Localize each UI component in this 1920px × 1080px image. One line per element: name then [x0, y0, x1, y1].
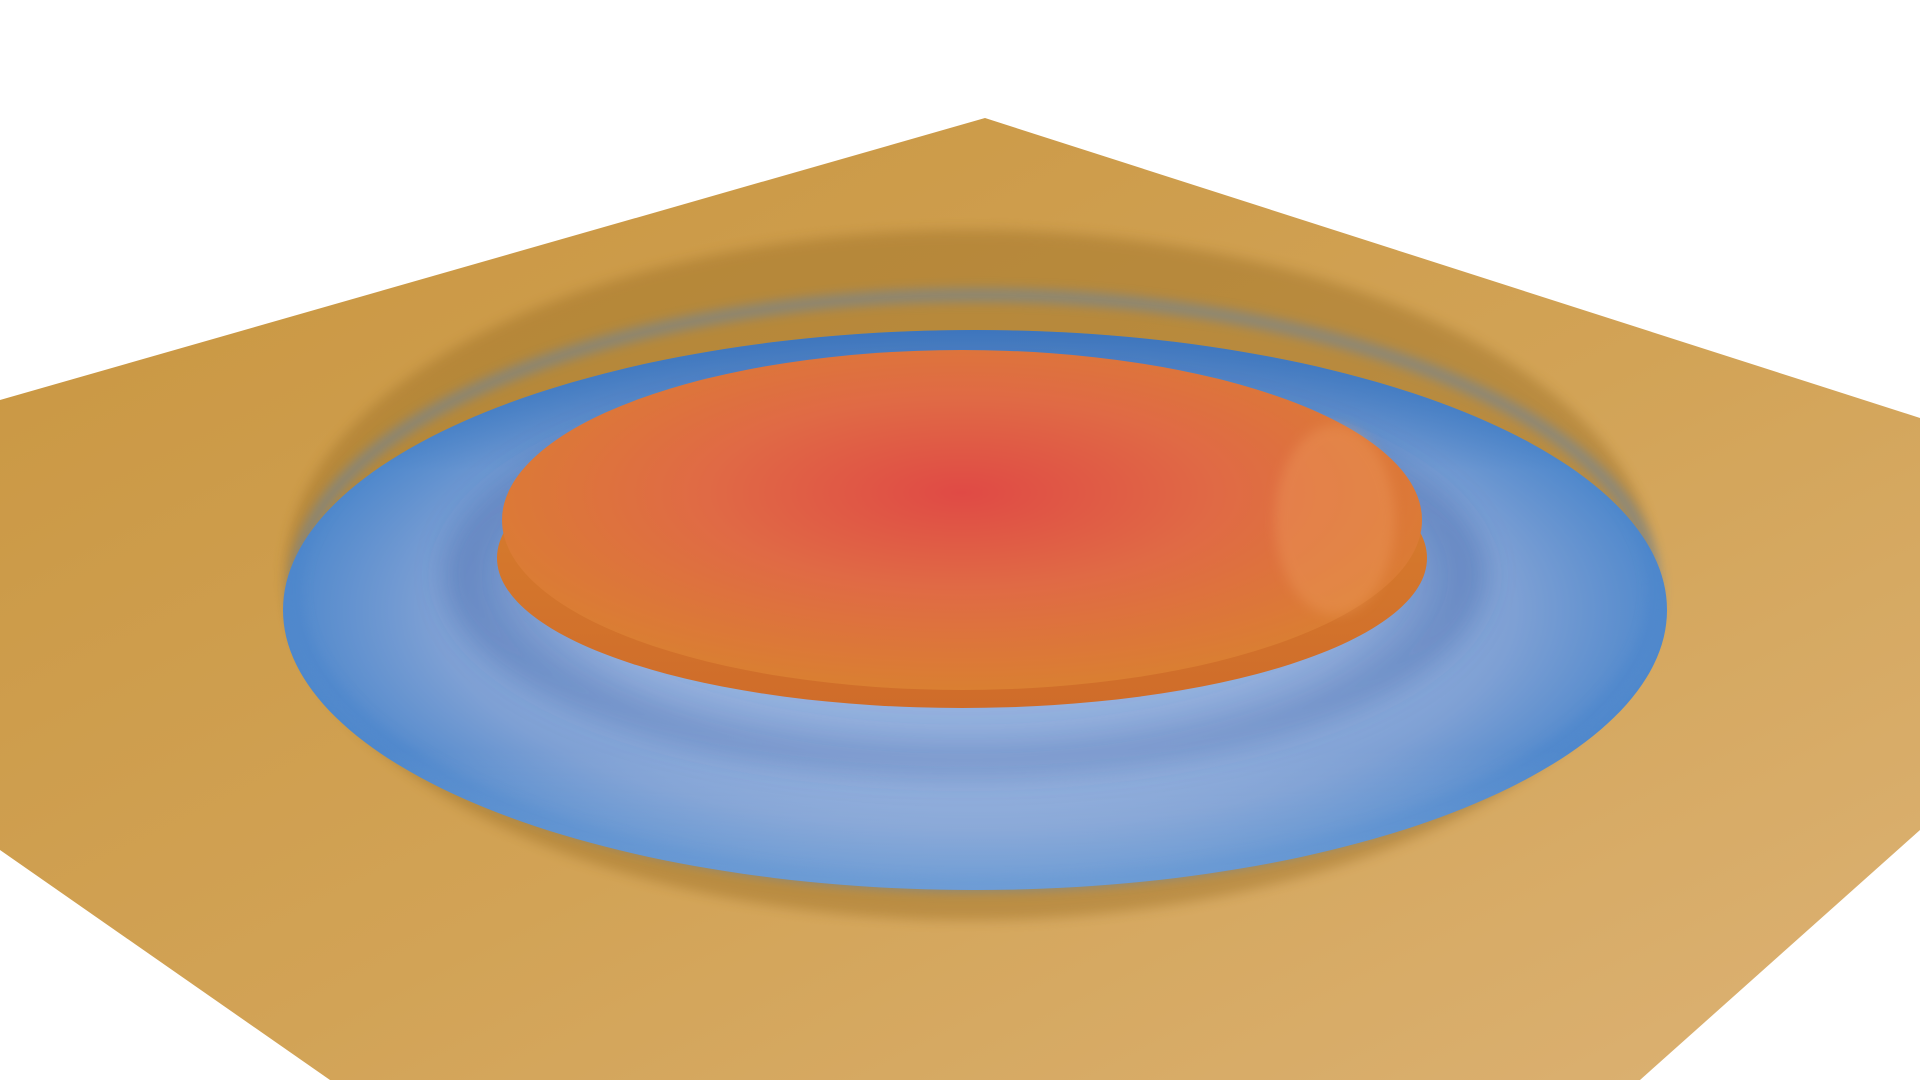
peak-top	[502, 350, 1422, 690]
peak-highlight	[1275, 425, 1395, 615]
